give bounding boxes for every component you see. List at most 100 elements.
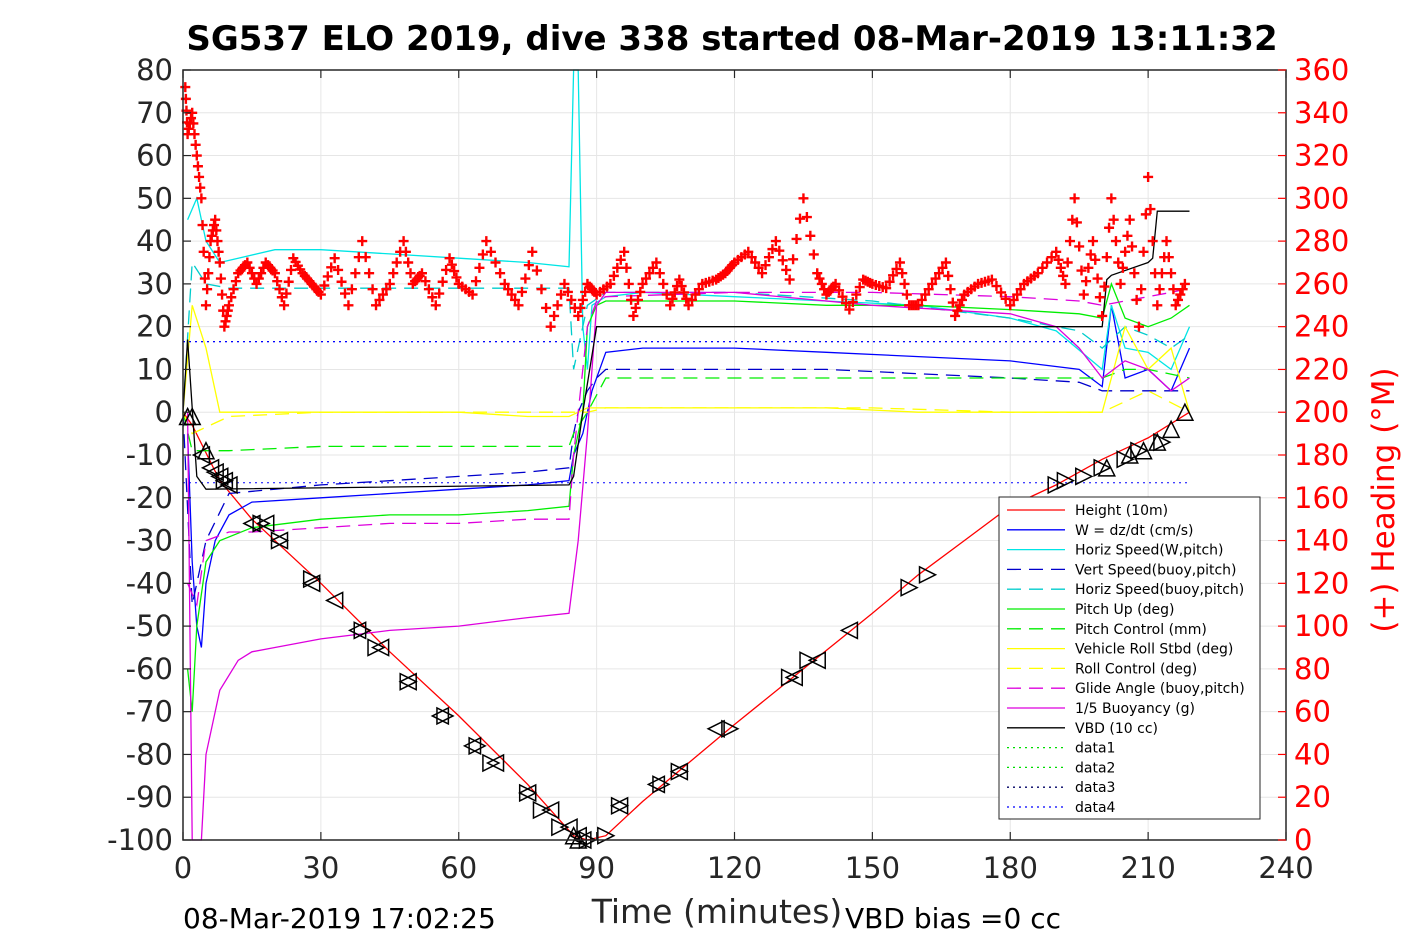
triangle-marker bbox=[468, 736, 487, 756]
heading-marker bbox=[899, 278, 910, 289]
heading-marker bbox=[894, 257, 905, 268]
heading-marker bbox=[923, 284, 934, 295]
triangle-marker bbox=[1097, 458, 1116, 477]
heading-marker bbox=[788, 254, 799, 265]
heading-marker bbox=[214, 257, 225, 268]
heading-marker bbox=[495, 268, 506, 279]
x-tick-label: 90 bbox=[578, 851, 615, 885]
triangle-markers bbox=[178, 402, 1195, 850]
heading-marker bbox=[503, 284, 514, 295]
legend-label: Horiz Speed(W,pitch) bbox=[1075, 543, 1223, 559]
triangle-marker bbox=[799, 651, 818, 670]
heading-marker bbox=[608, 270, 619, 281]
heading-marker bbox=[851, 289, 862, 300]
heading-marker bbox=[1129, 268, 1140, 279]
heading-marker bbox=[367, 284, 378, 295]
heading-marker bbox=[467, 289, 478, 300]
heading-marker bbox=[336, 276, 347, 287]
heading-marker bbox=[403, 257, 414, 268]
heading-marker bbox=[192, 161, 203, 172]
x-tick-label: 120 bbox=[707, 851, 762, 885]
heading-marker bbox=[801, 212, 812, 223]
heading-marker bbox=[1177, 284, 1188, 295]
x-tick-label: 210 bbox=[1120, 851, 1175, 885]
heading-marker bbox=[541, 302, 552, 313]
heading-marker bbox=[1071, 217, 1082, 228]
y-tick-label: -80 bbox=[126, 737, 173, 771]
legend-label: Pitch Up (deg) bbox=[1075, 602, 1174, 618]
heading-marker bbox=[398, 236, 409, 247]
y-right-tick-label: 300 bbox=[1294, 181, 1349, 215]
heading-marker bbox=[1042, 257, 1053, 268]
heading-marker bbox=[784, 274, 795, 285]
heading-marker bbox=[499, 278, 510, 289]
heading-marker bbox=[434, 288, 445, 299]
heading-marker bbox=[1081, 276, 1092, 287]
heading-marker bbox=[854, 282, 865, 293]
triangle-marker bbox=[1134, 441, 1153, 460]
heading-marker bbox=[1104, 222, 1115, 233]
heading-marker bbox=[1154, 284, 1165, 295]
heading-marker bbox=[322, 271, 333, 282]
triangle-marker bbox=[353, 621, 372, 640]
heading-marker bbox=[444, 253, 455, 264]
heading-marker bbox=[770, 236, 781, 247]
heading-marker bbox=[847, 297, 858, 308]
heading-marker bbox=[272, 276, 283, 287]
x-tick-label: 60 bbox=[440, 851, 477, 885]
triangle-marker bbox=[196, 441, 216, 460]
heading-marker bbox=[632, 294, 643, 305]
heading-marker bbox=[641, 273, 652, 284]
triangle-marker bbox=[1075, 467, 1094, 486]
triangle-marker bbox=[270, 531, 290, 550]
heading-marker bbox=[891, 263, 902, 274]
triangle-marker bbox=[302, 574, 321, 593]
heading-marker bbox=[781, 264, 792, 275]
y-tick-label: 10 bbox=[136, 352, 173, 386]
heading-marker bbox=[913, 300, 924, 311]
heading-markers bbox=[180, 82, 1190, 332]
y-tick-label: -70 bbox=[126, 695, 173, 729]
heading-marker bbox=[1163, 252, 1174, 263]
heading-marker bbox=[1051, 246, 1062, 257]
heading-marker bbox=[215, 273, 226, 284]
heading-marker bbox=[651, 257, 662, 268]
heading-marker bbox=[212, 236, 223, 247]
heading-marker bbox=[674, 274, 685, 285]
heading-marker bbox=[665, 300, 676, 311]
heading-marker bbox=[451, 272, 462, 283]
triangle-marker bbox=[1056, 471, 1076, 490]
heading-marker bbox=[814, 273, 825, 284]
heading-marker bbox=[333, 264, 344, 275]
heading-marker bbox=[1101, 252, 1112, 263]
heading-marker bbox=[1124, 214, 1135, 225]
heading-marker bbox=[1138, 246, 1149, 257]
heading-marker bbox=[197, 220, 208, 231]
heading-marker bbox=[1117, 262, 1128, 273]
heading-marker bbox=[244, 262, 255, 273]
heading-marker bbox=[198, 246, 209, 257]
legend-label: W = dz/dt (cm/s) bbox=[1075, 523, 1194, 539]
y-axis-right-label: (+) Heading (°M) bbox=[1366, 367, 1402, 632]
series-line bbox=[186, 291, 1190, 841]
heading-marker bbox=[1120, 246, 1131, 257]
heading-marker bbox=[1065, 236, 1075, 247]
heading-marker bbox=[580, 286, 591, 297]
heading-marker bbox=[485, 246, 496, 257]
heading-marker bbox=[834, 285, 845, 296]
heading-marker bbox=[405, 268, 416, 279]
x-tick-label: 0 bbox=[174, 851, 192, 885]
heading-marker bbox=[194, 171, 205, 182]
y-right-tick-label: 120 bbox=[1294, 566, 1349, 600]
heading-marker bbox=[884, 276, 895, 287]
heading-marker bbox=[1161, 236, 1172, 247]
x-tick-label: 240 bbox=[1258, 851, 1313, 885]
heading-marker bbox=[319, 280, 330, 291]
heading-marker bbox=[619, 246, 630, 257]
triangle-marker bbox=[564, 826, 583, 845]
heading-marker bbox=[605, 278, 616, 289]
y-right-tick-label: 40 bbox=[1294, 737, 1331, 771]
heading-marker bbox=[556, 289, 567, 300]
heading-marker bbox=[391, 257, 402, 268]
heading-marker bbox=[1085, 249, 1096, 260]
